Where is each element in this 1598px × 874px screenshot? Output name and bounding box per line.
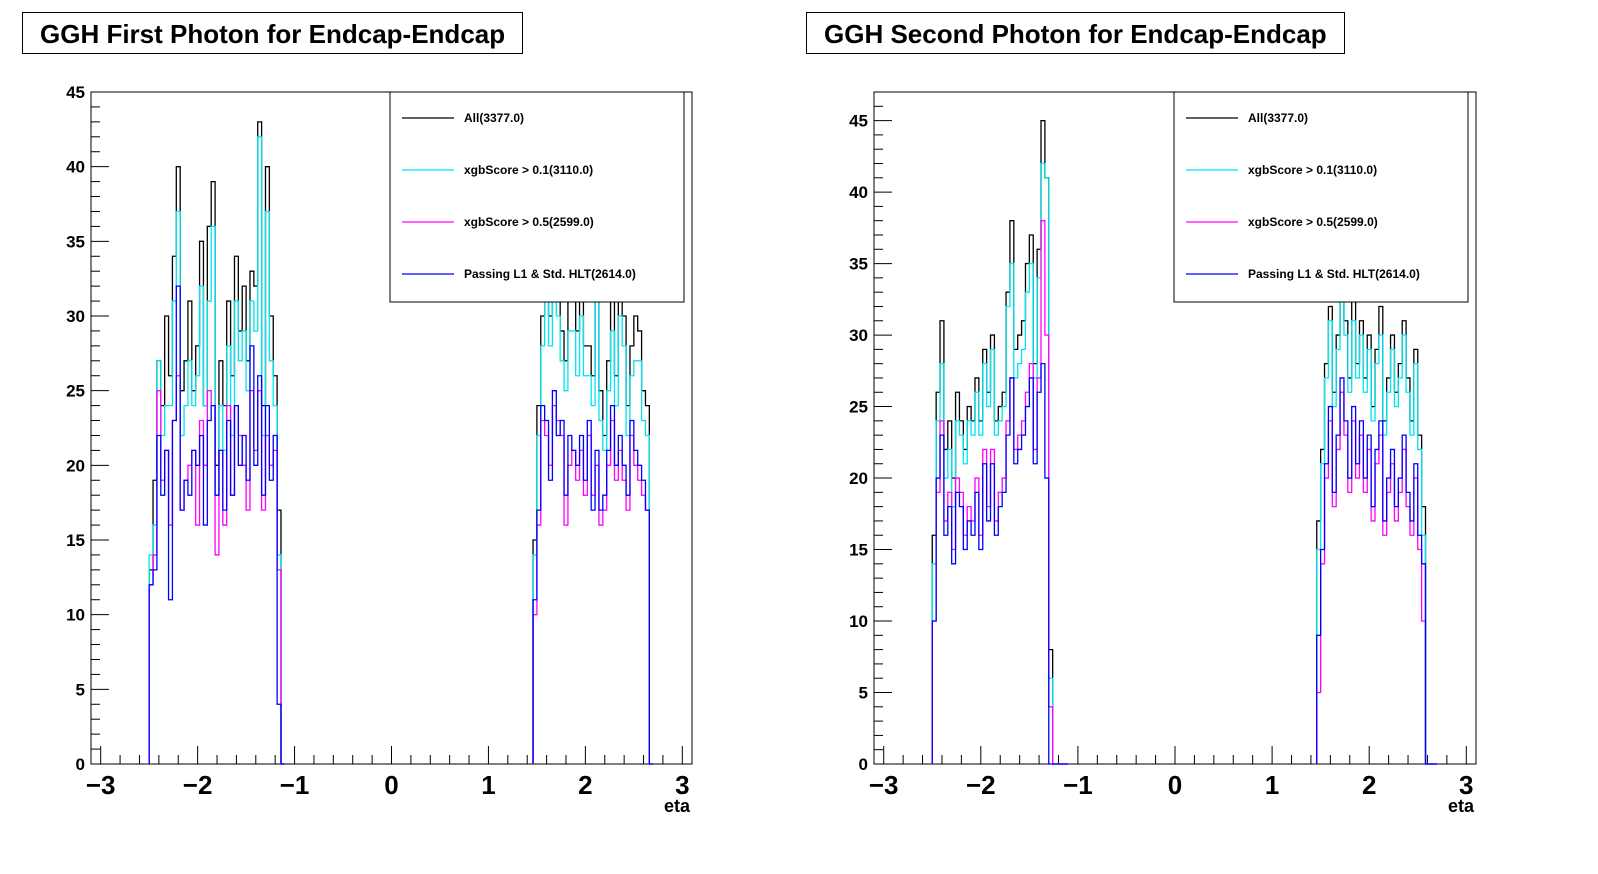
x-tick-label: 1	[1265, 770, 1279, 800]
y-tick-label: 20	[66, 456, 85, 475]
series-1-positive-step	[532, 300, 654, 765]
series-2-negative-step	[931, 220, 1069, 765]
x-axis-title: eta	[1448, 796, 1475, 816]
x-tick-label: −2	[966, 770, 996, 800]
series-0-negative-step	[148, 121, 285, 765]
legend-box	[1173, 91, 1469, 303]
legend-entry: xgbScore > 0.1(3110.0)	[1248, 163, 1377, 177]
series-0-negative-step	[931, 119, 1069, 765]
y-tick-label: 45	[849, 112, 868, 131]
x-tick-label: 0	[384, 770, 398, 800]
y-tick-label: 15	[66, 531, 85, 550]
y-tick-label: 5	[76, 680, 85, 699]
legend-entry: Passing L1 & Std. HLT(2614.0)	[1248, 267, 1420, 281]
left-chart-panel: GGH First Photon for Endcap-Endcap 0 5 10 1…	[22, 12, 693, 816]
legend-entry: All(3377.0)	[1248, 111, 1308, 125]
y-tick-label: 15	[849, 541, 868, 560]
legend-entry: xgbScore > 0.5(2599.0)	[464, 215, 594, 229]
x-tick-label: 2	[1362, 770, 1376, 800]
y-tick-label: 35	[849, 255, 868, 274]
x-tick-label: −2	[183, 770, 213, 800]
y-tick-label: 0	[76, 755, 85, 774]
x-tick-label: −3	[86, 770, 116, 800]
series-3-positive-step	[532, 390, 654, 765]
x-tick-label: 3	[1459, 770, 1473, 800]
legend-box	[389, 91, 685, 303]
y-tick-label: 40	[66, 158, 85, 177]
x-tick-label: 0	[1168, 770, 1182, 800]
series-0-positive-step	[1316, 262, 1438, 765]
x-axis-title: eta	[664, 796, 691, 816]
chart-title-right: GGH Second Photon for Endcap-Endcap	[806, 12, 1345, 54]
y-tick-label: 20	[849, 469, 868, 488]
legend-entry: Passing L1 & Std. HLT(2614.0)	[464, 267, 636, 281]
y-tick-label: 10	[66, 606, 85, 625]
x-tick-label: 2	[578, 770, 592, 800]
x-tick-label: 3	[675, 770, 689, 800]
series-1-negative-step	[148, 136, 285, 765]
y-tick-label: 0	[859, 755, 868, 774]
y-tick-label: 40	[849, 183, 868, 202]
y-tick-label: 30	[849, 326, 868, 345]
x-tick-label: 1	[481, 770, 495, 800]
series-3-negative-step	[931, 363, 1069, 765]
series-3-negative-step	[148, 285, 285, 765]
x-tick-label: −1	[280, 770, 310, 800]
legend-entry: All(3377.0)	[464, 111, 524, 125]
series-1-positive-step	[1316, 291, 1438, 765]
y-tick-label: 25	[849, 398, 868, 417]
y-tick-label: 10	[849, 612, 868, 631]
series-1-negative-step	[931, 162, 1069, 765]
y-tick-label: 5	[859, 684, 868, 703]
right-chart-panel: GGH Second Photon for Endcap-Endcap 0 5 10…	[799, 0, 1598, 874]
y-tick-label: 35	[66, 232, 85, 251]
series-2-positive-step	[1316, 391, 1438, 765]
chart-title-left: GGH First Photon for Endcap-Endcap	[22, 12, 524, 54]
y-tick-label: 45	[66, 83, 85, 102]
series-2-negative-step	[148, 375, 285, 765]
series-3-positive-step	[1316, 377, 1438, 765]
legend-entry: xgbScore > 0.1(3110.0)	[464, 163, 593, 177]
y-tick-label: 25	[66, 382, 85, 401]
legend-entry: xgbScore > 0.5(2599.0)	[1248, 215, 1378, 229]
y-tick-label: 30	[66, 307, 85, 326]
series-2-positive-step	[532, 404, 654, 765]
x-tick-label: −3	[869, 770, 899, 800]
x-tick-label: −1	[1063, 770, 1093, 800]
